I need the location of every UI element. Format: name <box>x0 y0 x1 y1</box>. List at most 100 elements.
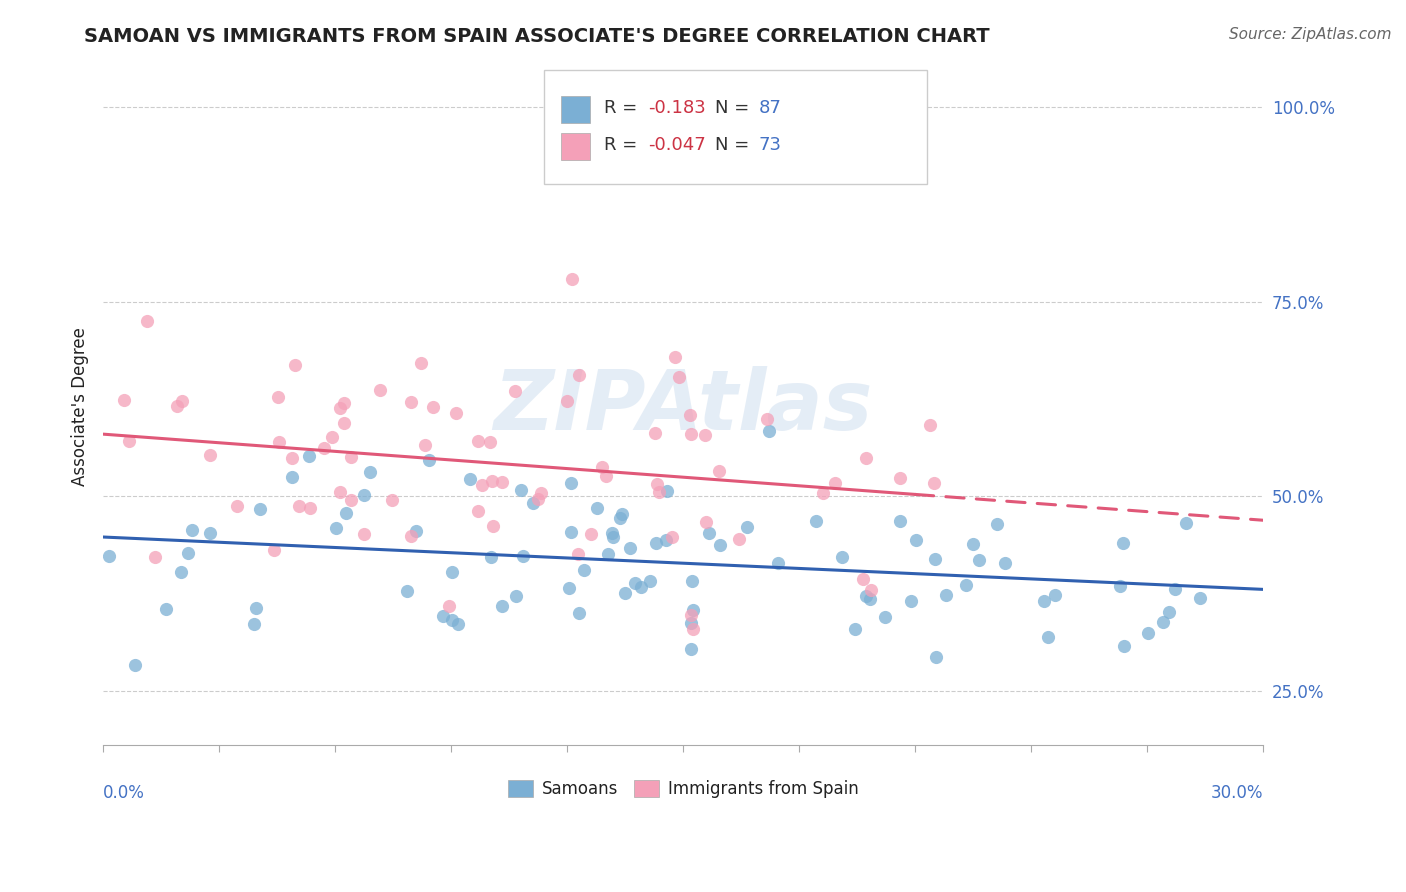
FancyBboxPatch shape <box>561 133 591 160</box>
Point <box>1112 535 1135 549</box>
Point <box>112 393 135 408</box>
Point <box>340 450 363 464</box>
Point <box>1189 591 1212 606</box>
Point <box>441 613 464 627</box>
Point <box>560 524 582 539</box>
Point <box>602 530 624 544</box>
Point <box>918 417 941 432</box>
Point <box>481 474 503 488</box>
Point <box>478 435 501 450</box>
Point <box>124 657 146 672</box>
Point <box>555 394 578 409</box>
Point <box>681 608 703 623</box>
Text: SAMOAN VS IMMIGRANTS FROM SPAIN ASSOCIATE'S DEGREE CORRELATION CHART: SAMOAN VS IMMIGRANTS FROM SPAIN ASSOCIAT… <box>84 27 990 45</box>
Point <box>596 547 619 561</box>
Point <box>396 583 419 598</box>
Point <box>1036 631 1059 645</box>
Point <box>924 552 946 566</box>
Point <box>855 589 877 603</box>
Text: 73: 73 <box>759 136 782 154</box>
Point <box>602 525 624 540</box>
Point <box>288 500 311 514</box>
Point <box>166 399 188 413</box>
Point <box>900 594 922 608</box>
Point <box>1109 579 1132 593</box>
Point <box>1152 615 1174 629</box>
Point <box>560 476 582 491</box>
Point <box>811 486 834 500</box>
Point <box>824 476 846 491</box>
Point <box>1045 588 1067 602</box>
Point <box>804 514 827 528</box>
Point <box>298 500 321 515</box>
Point <box>170 566 193 580</box>
Point <box>595 469 617 483</box>
Point <box>381 492 404 507</box>
Point <box>312 441 335 455</box>
Point <box>889 514 911 528</box>
Point <box>481 519 503 533</box>
Text: N =: N = <box>714 99 755 117</box>
Point <box>491 599 513 613</box>
Text: -0.047: -0.047 <box>648 136 706 154</box>
FancyBboxPatch shape <box>561 95 591 123</box>
Point <box>561 272 583 286</box>
Point <box>181 523 204 537</box>
Point <box>567 548 589 562</box>
Point <box>661 530 683 544</box>
Point <box>568 606 591 620</box>
Point <box>697 525 720 540</box>
Point <box>505 590 527 604</box>
Point <box>467 504 489 518</box>
Text: Source: ZipAtlas.com: Source: ZipAtlas.com <box>1229 27 1392 42</box>
Point <box>284 358 307 372</box>
Point <box>471 478 494 492</box>
Point <box>176 546 198 560</box>
Point <box>97 549 120 564</box>
Point <box>644 425 666 440</box>
Point <box>707 464 730 478</box>
Point <box>281 451 304 466</box>
Point <box>418 452 440 467</box>
Y-axis label: Associate's Degree: Associate's Degree <box>72 327 89 486</box>
Point <box>679 616 702 631</box>
Point <box>695 515 717 529</box>
Point <box>955 578 977 592</box>
Point <box>333 396 356 410</box>
Point <box>695 428 717 442</box>
Point <box>263 542 285 557</box>
Text: R =: R = <box>605 136 644 154</box>
Text: R =: R = <box>605 99 644 117</box>
Point <box>458 472 481 486</box>
Point <box>904 533 927 548</box>
Point <box>591 459 613 474</box>
Point <box>353 488 375 502</box>
Point <box>413 438 436 452</box>
Point <box>768 556 790 570</box>
Text: N =: N = <box>714 136 755 154</box>
Point <box>681 574 703 588</box>
Point <box>325 521 347 535</box>
Point <box>655 533 678 547</box>
Point <box>249 501 271 516</box>
Point <box>405 524 427 538</box>
Point <box>889 470 911 484</box>
Legend: Samoans, Immigrants from Spain: Samoans, Immigrants from Spain <box>502 773 865 805</box>
Point <box>522 496 544 510</box>
Point <box>1032 594 1054 608</box>
Point <box>638 574 661 588</box>
Point <box>529 486 551 500</box>
Point <box>655 484 678 499</box>
Point <box>756 412 779 426</box>
Point <box>269 435 291 450</box>
Point <box>922 475 945 490</box>
Point <box>526 491 548 506</box>
Point <box>630 581 652 595</box>
Point <box>117 434 139 449</box>
Point <box>619 541 641 555</box>
Point <box>242 617 264 632</box>
Point <box>1174 516 1197 530</box>
Point <box>298 449 321 463</box>
Point <box>644 536 666 550</box>
Point <box>935 587 957 601</box>
